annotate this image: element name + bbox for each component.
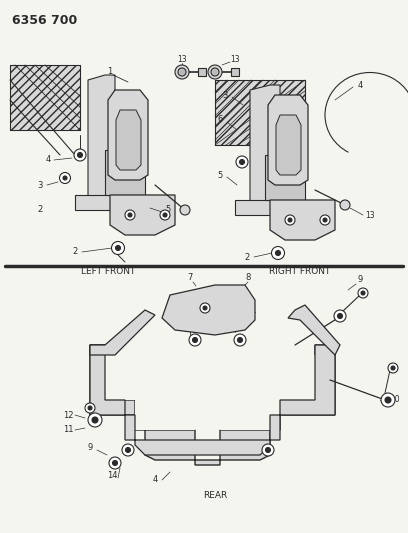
Circle shape bbox=[275, 251, 281, 255]
Text: 4: 4 bbox=[357, 80, 363, 90]
Polygon shape bbox=[88, 75, 115, 200]
Circle shape bbox=[388, 363, 398, 373]
Circle shape bbox=[361, 291, 365, 295]
Circle shape bbox=[63, 176, 67, 180]
Text: 7: 7 bbox=[187, 273, 193, 282]
Circle shape bbox=[115, 246, 120, 251]
Circle shape bbox=[208, 65, 222, 79]
Circle shape bbox=[122, 444, 134, 456]
Circle shape bbox=[381, 393, 395, 407]
Circle shape bbox=[160, 210, 170, 220]
Circle shape bbox=[85, 403, 95, 413]
Polygon shape bbox=[110, 195, 175, 235]
Text: 4: 4 bbox=[45, 156, 51, 165]
Polygon shape bbox=[162, 285, 255, 335]
Text: 5: 5 bbox=[165, 206, 171, 214]
Polygon shape bbox=[235, 200, 325, 215]
Polygon shape bbox=[276, 115, 301, 175]
Circle shape bbox=[323, 218, 327, 222]
Polygon shape bbox=[198, 68, 206, 76]
Circle shape bbox=[109, 457, 121, 469]
Circle shape bbox=[92, 417, 98, 423]
Circle shape bbox=[211, 68, 219, 76]
Circle shape bbox=[180, 205, 190, 215]
Circle shape bbox=[285, 215, 295, 225]
Text: 9: 9 bbox=[87, 443, 93, 453]
Circle shape bbox=[340, 200, 350, 210]
Circle shape bbox=[88, 413, 102, 427]
Polygon shape bbox=[90, 310, 155, 355]
Polygon shape bbox=[90, 345, 335, 465]
Polygon shape bbox=[105, 150, 145, 195]
Polygon shape bbox=[231, 68, 239, 76]
Polygon shape bbox=[108, 90, 148, 180]
Circle shape bbox=[200, 303, 210, 313]
Text: REAR: REAR bbox=[203, 491, 227, 500]
Polygon shape bbox=[116, 110, 141, 170]
Bar bbox=[215, 80, 305, 145]
Circle shape bbox=[78, 152, 82, 157]
Circle shape bbox=[213, 70, 217, 74]
Circle shape bbox=[60, 173, 71, 183]
Text: 14: 14 bbox=[107, 471, 117, 480]
Text: RIGHT FRONT: RIGHT FRONT bbox=[269, 268, 331, 277]
Polygon shape bbox=[250, 85, 280, 205]
Circle shape bbox=[203, 306, 207, 310]
Polygon shape bbox=[75, 195, 165, 210]
Circle shape bbox=[237, 337, 242, 343]
Polygon shape bbox=[90, 345, 335, 455]
Polygon shape bbox=[268, 95, 308, 185]
Text: 6356 700: 6356 700 bbox=[12, 14, 77, 28]
Circle shape bbox=[236, 156, 248, 168]
Circle shape bbox=[334, 310, 346, 322]
Text: 3: 3 bbox=[37, 181, 43, 190]
Circle shape bbox=[189, 334, 201, 346]
Circle shape bbox=[111, 241, 124, 254]
Text: 3: 3 bbox=[222, 91, 228, 100]
Circle shape bbox=[385, 397, 391, 403]
Text: LEFT FRONT: LEFT FRONT bbox=[81, 268, 135, 277]
Circle shape bbox=[128, 213, 132, 217]
Text: 13: 13 bbox=[230, 55, 240, 64]
Circle shape bbox=[358, 288, 368, 298]
Circle shape bbox=[180, 70, 184, 74]
Text: 6: 6 bbox=[217, 116, 223, 125]
Circle shape bbox=[175, 65, 189, 79]
Polygon shape bbox=[270, 200, 335, 240]
Text: 2: 2 bbox=[244, 253, 250, 262]
Text: 12: 12 bbox=[63, 410, 73, 419]
Circle shape bbox=[126, 448, 131, 453]
Polygon shape bbox=[265, 155, 305, 200]
Circle shape bbox=[262, 444, 274, 456]
Circle shape bbox=[193, 337, 197, 343]
Circle shape bbox=[178, 68, 186, 76]
Circle shape bbox=[125, 210, 135, 220]
Circle shape bbox=[266, 448, 271, 453]
Polygon shape bbox=[288, 305, 340, 355]
Circle shape bbox=[88, 406, 92, 410]
Text: 4: 4 bbox=[152, 475, 157, 484]
Circle shape bbox=[234, 334, 246, 346]
Circle shape bbox=[113, 461, 118, 465]
Text: 13: 13 bbox=[365, 211, 375, 220]
Text: 5: 5 bbox=[217, 171, 223, 180]
Circle shape bbox=[74, 149, 86, 161]
Circle shape bbox=[391, 366, 395, 370]
Text: 9: 9 bbox=[357, 276, 363, 285]
Text: 2: 2 bbox=[38, 206, 42, 214]
Text: 2: 2 bbox=[72, 247, 78, 256]
Text: 8: 8 bbox=[245, 273, 251, 282]
Circle shape bbox=[271, 246, 284, 260]
Text: 11: 11 bbox=[63, 425, 73, 434]
Text: 10: 10 bbox=[390, 395, 400, 405]
Polygon shape bbox=[105, 355, 315, 430]
Text: 1: 1 bbox=[107, 68, 113, 77]
Circle shape bbox=[337, 313, 342, 319]
Bar bbox=[10, 65, 80, 130]
Circle shape bbox=[163, 213, 167, 217]
Text: 13: 13 bbox=[177, 55, 187, 64]
Circle shape bbox=[239, 159, 244, 165]
Circle shape bbox=[288, 218, 292, 222]
Circle shape bbox=[320, 215, 330, 225]
